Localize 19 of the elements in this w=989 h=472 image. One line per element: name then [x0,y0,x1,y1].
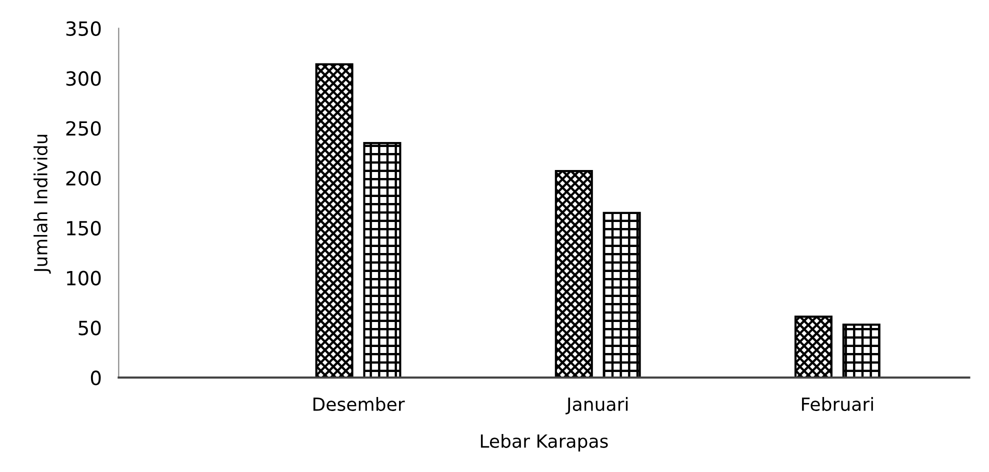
y-tick-label: 300 [66,71,101,86]
y-tick-label: 200 [66,170,101,186]
y-tick-label: 350 [66,21,101,36]
y-axis-title: Jumlah Individu [34,134,51,274]
bar [554,170,593,378]
y-tick-label: 0 [90,370,101,386]
y-tick-label: 150 [67,220,101,236]
bar [842,324,880,378]
y-tick-label: 100 [67,270,101,286]
y-tick-label: 250 [66,121,101,136]
bar [794,316,832,378]
y-tick-label: 50 [78,320,101,336]
x-tick-label: Januari [566,397,628,414]
bar [602,212,641,378]
bar [363,142,402,378]
x-tick-label: Desember [313,397,405,412]
x-tick-label: Februari [802,397,873,412]
bar [315,63,354,378]
x-axis-title: Lebar Karapas [480,434,608,452]
